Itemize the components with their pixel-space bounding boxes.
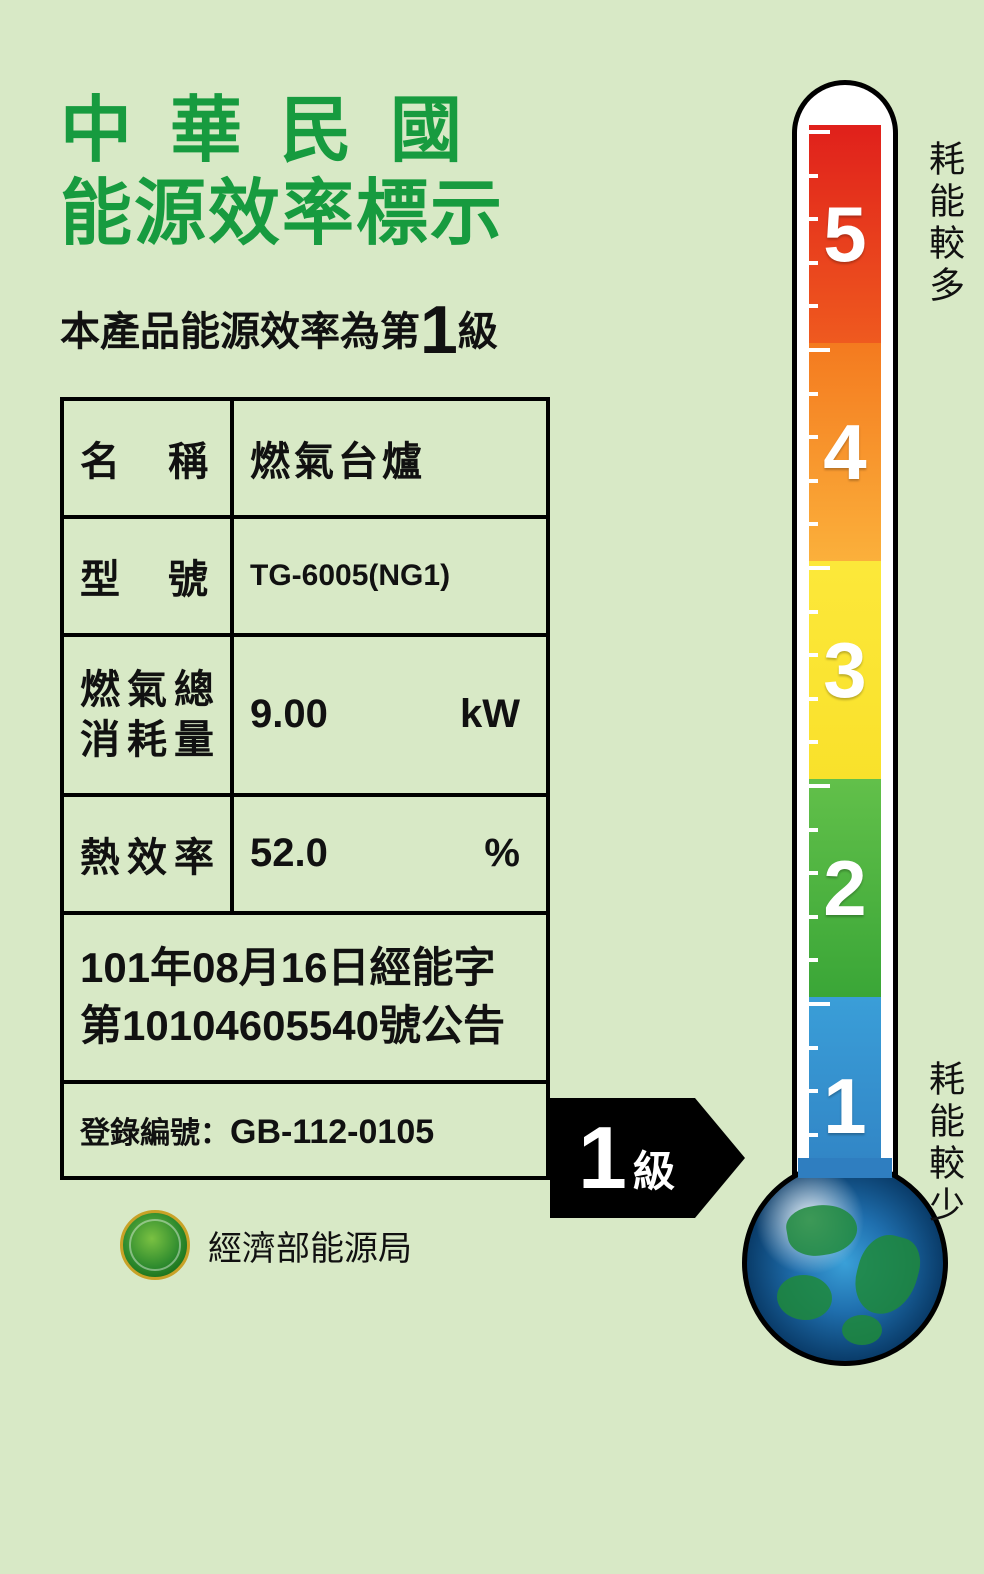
- thermometer-segment-label: 1: [823, 1061, 866, 1152]
- efficiency-label: 熱效率: [62, 795, 232, 913]
- consumption-unit: kW: [460, 692, 520, 737]
- level-arrow-badge: 1 級: [550, 1098, 745, 1218]
- rating-prefix: 本產品能源效率為第: [60, 310, 420, 354]
- thermometer-segment-2: 2: [809, 779, 881, 997]
- title-line2: 能源效率標示: [60, 173, 620, 256]
- consumption-cell: 9.00 kW: [232, 635, 548, 795]
- efficiency-unit: %: [484, 831, 520, 876]
- thermometer-segment-5: 5: [809, 125, 881, 343]
- efficiency-value: 52.0: [250, 831, 328, 875]
- arrow-level: 1: [578, 1098, 627, 1218]
- arrow-suffix: 級: [633, 1138, 675, 1199]
- label-more-energy: 耗能較多: [930, 140, 970, 308]
- rating-line: 本產品能源效率為第1級: [60, 291, 620, 369]
- name-label: 名稱: [62, 399, 232, 517]
- registration-label: 登錄編號：: [80, 1117, 230, 1150]
- consumption-value: 9.00: [250, 692, 328, 736]
- thermometer-segment-label: 4: [823, 407, 866, 498]
- thermometer-segment-label: 5: [823, 189, 866, 280]
- name-value: 燃氣台爐: [232, 399, 548, 517]
- thermometer-segment-3: 3: [809, 561, 881, 779]
- consumption-label: 燃氣總消耗量: [62, 635, 232, 795]
- thermometer-tube: 5 4 3 2 1: [792, 80, 898, 1210]
- model-label: 型號: [62, 517, 232, 635]
- rating-level: 1: [420, 292, 458, 368]
- issuer-row: 經濟部能源局: [120, 1210, 620, 1280]
- issuer-text: 經濟部能源局: [208, 1221, 412, 1270]
- arrow-tip-icon: [695, 1098, 745, 1218]
- title-line1: 中華民國: [60, 90, 620, 173]
- registration-cell: 登錄編號：GB-112-0105: [62, 1082, 548, 1178]
- bureau-seal-icon: [120, 1210, 190, 1280]
- efficiency-cell: 52.0 %: [232, 795, 548, 913]
- thermometer: 5 4 3 2 1: [770, 80, 920, 1410]
- thermometer-segment-4: 4: [809, 343, 881, 561]
- model-value: TG-6005(NG1): [232, 517, 548, 635]
- rating-suffix: 級: [458, 310, 498, 354]
- info-table: 名稱 燃氣台爐 型號 TG-6005(NG1) 燃氣總消耗量 9.00 kW 熱…: [60, 397, 550, 1181]
- thermometer-segment-label: 2: [823, 843, 866, 934]
- registration-value: GB-112-0105: [230, 1113, 434, 1151]
- label-less-energy: 耗能較少: [930, 1060, 970, 1228]
- thermometer-segment-label: 3: [823, 625, 866, 716]
- announcement: 101年08月16日經能字第10104605540號公告: [62, 913, 548, 1083]
- label-title: 中華民國 能源效率標示: [60, 90, 620, 256]
